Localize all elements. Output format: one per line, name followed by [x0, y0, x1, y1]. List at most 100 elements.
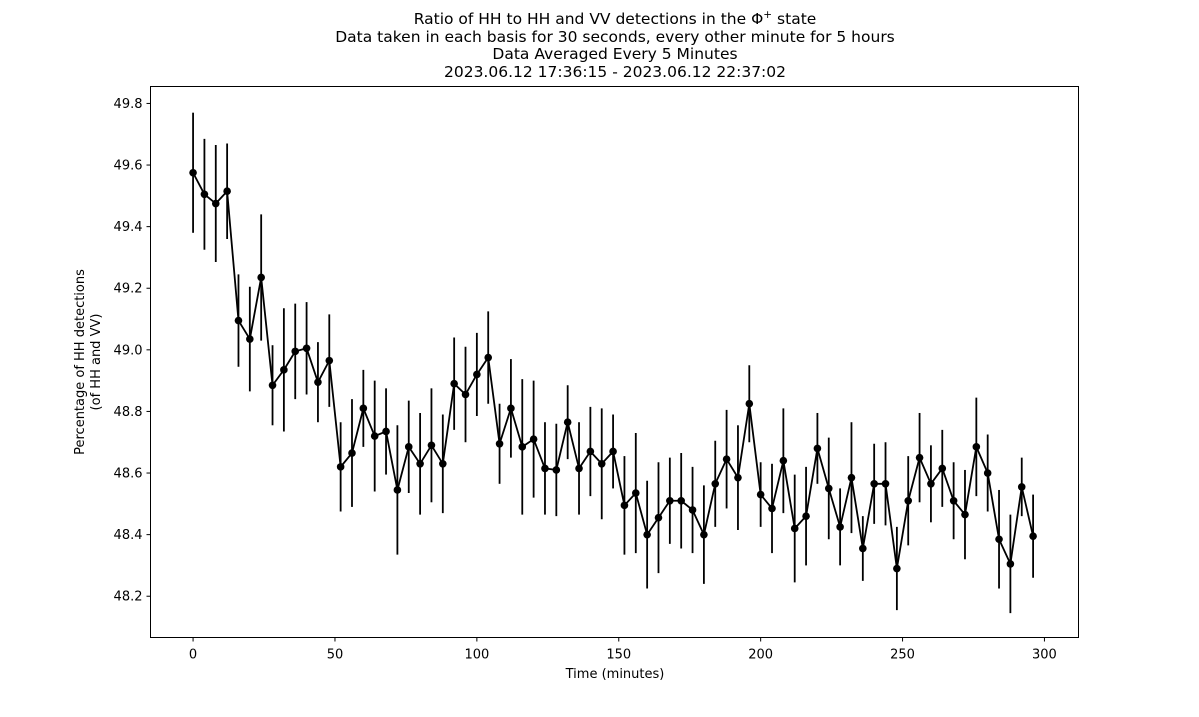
y-tick-label: 48.4 [114, 528, 143, 543]
data-point [314, 378, 322, 386]
data-point [666, 496, 674, 505]
data-point [859, 544, 867, 553]
title-line-3: Data Averaged Every 5 Minutes [492, 45, 737, 63]
x-tick-label: 0 [189, 648, 197, 663]
chart-title: Ratio of HH to HH and VV detections in t… [335, 9, 895, 81]
data-point [234, 316, 243, 325]
data-point [983, 469, 992, 477]
data-point [904, 496, 913, 505]
data-point [1006, 560, 1015, 568]
data-point [756, 490, 765, 499]
data-point [927, 480, 935, 488]
data-point [541, 464, 549, 473]
y-axis-label: Percentage of HH detections (of HH and V… [73, 269, 104, 455]
data-point [824, 484, 833, 493]
title-superscript: + [763, 9, 772, 21]
data-point [677, 496, 685, 505]
data-point [722, 455, 731, 463]
data-point [393, 486, 402, 494]
data-point [700, 530, 708, 539]
data-point [359, 404, 368, 413]
data-point [949, 496, 958, 505]
data-point [450, 379, 458, 388]
data-point [461, 390, 470, 399]
data-point [790, 524, 799, 533]
data-point [881, 480, 890, 488]
x-axis-label: Time (minutes) [565, 667, 665, 682]
data-point [995, 535, 1003, 544]
data-point [473, 370, 481, 379]
data-point [734, 473, 742, 482]
data-point [972, 443, 981, 451]
data-point [529, 435, 538, 443]
data-point [223, 187, 231, 196]
x-tick-label: 150 [606, 648, 631, 663]
data-point [711, 480, 720, 488]
data-point [836, 523, 844, 531]
title-line-2: Data taken in each basis for 30 seconds,… [335, 28, 895, 46]
y-tick-label: 49.6 [114, 159, 143, 174]
data-point [575, 464, 583, 473]
y-tick-label: 48.2 [114, 590, 143, 605]
y-axis-label-line-1: Percentage of HH detections [73, 269, 88, 455]
data-point [280, 366, 288, 374]
data-point [813, 444, 822, 453]
data-point [257, 273, 265, 282]
data-point [507, 404, 515, 413]
data-point [495, 439, 504, 448]
data-point [518, 443, 527, 451]
data-point [893, 564, 901, 573]
data-point [643, 530, 651, 539]
y-tick-label: 49.2 [114, 282, 143, 297]
data-point [325, 356, 334, 365]
data-point [552, 466, 561, 474]
plot-area [189, 112, 1037, 614]
data-point [268, 381, 277, 390]
data-point [1029, 532, 1037, 540]
data-point [870, 480, 878, 488]
title-line-4: 2023.06.12 17:36:15 - 2023.06.12 22:37:0… [444, 63, 786, 81]
y-tick-label: 49.4 [114, 220, 143, 235]
data-point [370, 432, 379, 440]
data-point [200, 190, 209, 199]
y-tick-label: 49.0 [114, 343, 143, 358]
data-point [768, 504, 776, 513]
data-point [382, 427, 390, 436]
data-point [484, 353, 493, 362]
data-point [609, 447, 617, 456]
data-point [246, 335, 254, 343]
x-tick-label: 100 [464, 648, 489, 663]
x-axis-ticks: 0 50 100 150 200 250 300 [189, 637, 1057, 663]
y-tick-label: 48.8 [114, 405, 143, 420]
data-point [416, 459, 424, 468]
data-point [563, 418, 572, 427]
data-point [597, 459, 606, 468]
data-point [631, 489, 640, 497]
data-point [291, 347, 300, 356]
axes-frame [150, 86, 1079, 638]
x-tick-label: 300 [1032, 648, 1057, 663]
x-tick-label: 200 [748, 648, 773, 663]
data-point [427, 441, 436, 450]
data-point [348, 449, 356, 457]
data-point [802, 512, 810, 520]
data-point [961, 510, 969, 519]
x-tick-label: 50 [327, 648, 344, 663]
data-point [211, 199, 220, 208]
data-point [336, 463, 345, 471]
data-point [915, 453, 924, 462]
y-axis-label-line-2: (of HH and VV) [89, 314, 104, 411]
y-tick-label: 48.6 [114, 467, 143, 482]
data-point [620, 501, 629, 510]
y-tick-label: 49.8 [114, 97, 143, 112]
data-point [189, 168, 197, 177]
data-point [688, 506, 697, 514]
data-point [586, 447, 595, 456]
data-point [302, 344, 311, 353]
data-point [847, 473, 856, 482]
data-point [654, 513, 663, 522]
title-line-1: Ratio of HH to HH and VV detections in t… [414, 9, 817, 28]
data-point [439, 459, 447, 468]
data-point [938, 464, 947, 473]
